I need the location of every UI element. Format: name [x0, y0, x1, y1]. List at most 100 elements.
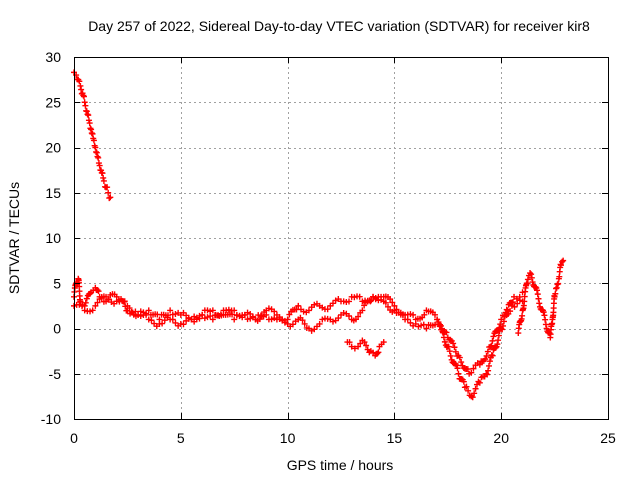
data-point-interp	[519, 312, 526, 319]
data-point-interp	[542, 321, 549, 328]
data-point	[476, 379, 483, 386]
data-point-interp	[468, 369, 475, 376]
data-point-interp	[80, 93, 87, 100]
x-tick-label: 15	[387, 430, 403, 446]
data-point-interp	[458, 359, 465, 366]
data-point-interp	[534, 291, 541, 298]
data-point	[231, 316, 238, 323]
x-tick-label: 10	[280, 430, 296, 446]
data-point-interp	[79, 303, 86, 310]
data-point-interp	[93, 149, 100, 156]
data-point	[489, 352, 496, 359]
data-point-interp	[443, 329, 450, 336]
data-point-interp	[351, 345, 358, 352]
data-point-interp	[471, 390, 478, 397]
y-tick-label: 25	[45, 94, 61, 110]
data-point	[348, 343, 355, 350]
data-point	[295, 302, 302, 309]
data-point	[355, 343, 362, 350]
data-point-interp	[490, 333, 497, 340]
data-point	[305, 307, 312, 314]
data-point	[83, 108, 90, 115]
data-point-interp	[346, 313, 353, 320]
data-point	[92, 144, 99, 151]
y-tick-label: 15	[45, 185, 61, 201]
data-point-interp	[555, 280, 562, 287]
data-point-interp	[94, 299, 101, 306]
data-point-interp	[126, 305, 133, 312]
data-point-interp	[532, 284, 539, 291]
data-point-interp	[389, 299, 396, 306]
data-point-interp	[196, 315, 203, 322]
data-point-interp	[472, 385, 479, 392]
data-point-interp	[509, 299, 516, 306]
data-point-interp	[100, 174, 107, 181]
data-point-interp	[159, 320, 166, 327]
data-point-interp	[90, 137, 97, 144]
data-point	[105, 189, 112, 196]
data-point-interp	[488, 342, 495, 349]
data-point-interp	[78, 86, 85, 93]
x-tick-label: 20	[493, 430, 509, 446]
data-point-interp	[169, 316, 176, 323]
y-tick-labels: -10 -5 0 5 10 15 20 25 30	[41, 49, 61, 427]
series-isolated-segment	[344, 337, 387, 359]
data-point	[100, 177, 107, 184]
data-point-interp	[89, 307, 96, 314]
data-point	[316, 320, 323, 327]
data-point-interp	[421, 311, 428, 318]
data-point	[92, 302, 99, 309]
data-point	[209, 307, 216, 314]
data-point-interp	[482, 356, 489, 363]
data-point-interp	[446, 348, 453, 355]
y-tick-label: 20	[45, 140, 61, 156]
y-tick-label: -10	[41, 411, 61, 427]
data-point-interp	[410, 311, 417, 318]
data-point-interp	[559, 258, 566, 265]
data-point-interp	[378, 296, 385, 303]
data-point	[361, 339, 368, 346]
data-point-interp	[104, 184, 111, 191]
data-point-interp	[454, 365, 461, 372]
data-point-interp	[86, 120, 93, 127]
data-point	[241, 311, 248, 318]
data-point-interp	[324, 306, 331, 313]
data-point-interp	[534, 287, 541, 294]
data-point	[167, 307, 174, 314]
data-point	[487, 343, 494, 350]
data-point	[199, 311, 206, 318]
data-point	[553, 284, 560, 291]
data-point-interp	[450, 340, 457, 347]
x-tick-label: 0	[70, 430, 78, 446]
data-point-interp	[511, 303, 518, 310]
grid-lines	[74, 57, 608, 419]
data-point	[209, 316, 216, 323]
data-point	[558, 262, 565, 269]
data-point-interp	[497, 321, 504, 328]
data-point-interp	[289, 321, 296, 328]
data-point-interp	[143, 311, 150, 318]
data-point-interp	[524, 276, 531, 283]
data-point-interp	[514, 300, 521, 307]
data-point-interp	[485, 367, 492, 374]
data-point-interp	[528, 274, 535, 281]
data-point-interp	[279, 316, 286, 323]
data-point-interp	[393, 306, 400, 313]
data-point-interp	[546, 330, 553, 337]
data-point-interp	[464, 366, 471, 373]
y-tick-label: 0	[53, 321, 61, 337]
data-point-interp	[95, 288, 102, 295]
data-point-interp	[552, 290, 559, 297]
data-point-interp	[148, 317, 155, 324]
data-point-interp	[431, 311, 438, 318]
series-early-decline	[71, 69, 114, 202]
chart-title: Day 257 of 2022, Sidereal Day-to-day VTE…	[88, 18, 590, 34]
data-point-interp	[483, 352, 490, 359]
data-point-interp	[346, 298, 353, 305]
data-point-interp	[441, 338, 448, 345]
data-point-interp	[384, 303, 391, 310]
data-point	[107, 194, 114, 201]
data-point	[77, 298, 84, 305]
data-point-interp	[435, 319, 442, 326]
